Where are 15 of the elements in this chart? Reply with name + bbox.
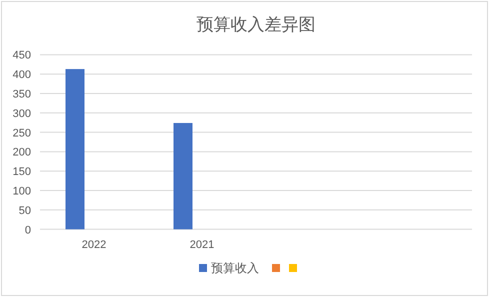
y-tick-label: 250 xyxy=(12,127,31,140)
y-tick-label: 50 xyxy=(18,204,31,217)
legend-label: 预算收入 xyxy=(211,261,259,275)
y-tick-label: 100 xyxy=(12,186,31,198)
y-tick-label: 200 xyxy=(12,146,31,159)
x-tick-label: 2021 xyxy=(190,239,214,251)
y-tick-label: 150 xyxy=(12,166,31,178)
x-tick-label: 2022 xyxy=(82,239,106,251)
y-tick-label: 400 xyxy=(12,69,31,82)
legend: 预算收入 xyxy=(199,261,297,275)
chart-title: 预算收入差异图 xyxy=(196,15,316,34)
y-tick-label: 300 xyxy=(12,108,31,120)
y-tick-label: 350 xyxy=(12,88,31,100)
y-tick-label: 0 xyxy=(24,224,31,236)
y-tick-label: 450 xyxy=(12,50,31,62)
